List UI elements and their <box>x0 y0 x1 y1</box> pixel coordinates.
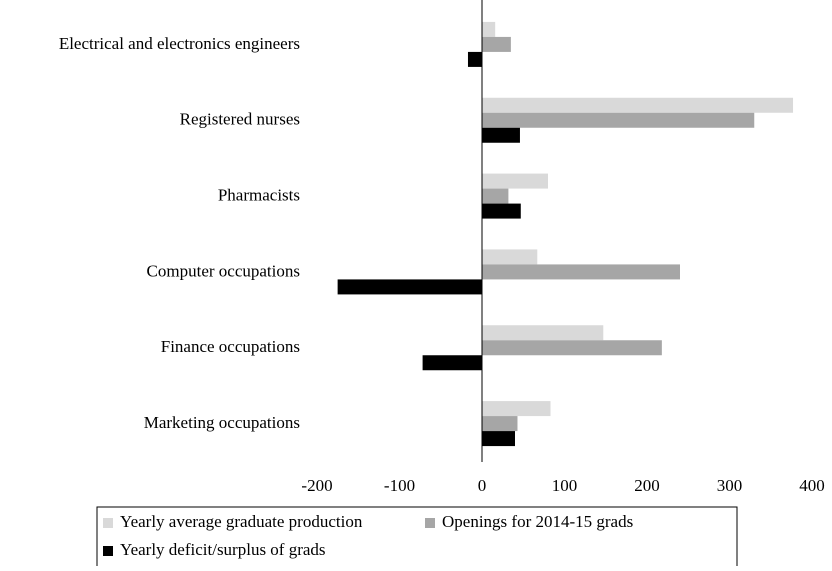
x-tick-label: 200 <box>634 476 660 495</box>
legend-swatch <box>425 518 435 528</box>
legend-label: Yearly deficit/surplus of grads <box>120 540 326 559</box>
bar <box>482 325 604 341</box>
bar <box>482 21 496 37</box>
y-tick-label: Pharmacists <box>218 185 300 204</box>
y-tick-label: Electrical and electronics engineers <box>59 34 300 53</box>
legend-label: Openings for 2014-15 grads <box>442 512 633 531</box>
bar <box>482 340 662 356</box>
bar <box>482 188 509 204</box>
bar <box>482 127 520 143</box>
bar <box>482 401 551 417</box>
x-tick-label: 100 <box>552 476 578 495</box>
legend-swatch <box>103 546 113 556</box>
x-tick-label: 400 <box>799 476 825 495</box>
bar <box>482 112 755 128</box>
legend <box>96 506 738 566</box>
x-tick-label: 300 <box>717 476 743 495</box>
bar <box>422 355 482 371</box>
bar <box>482 36 511 52</box>
y-tick-label: Finance occupations <box>161 337 300 356</box>
y-tick-label: Marketing occupations <box>144 413 300 432</box>
bar <box>467 51 482 67</box>
bar <box>482 416 518 432</box>
x-tick-label: -200 <box>301 476 332 495</box>
y-tick-label: Registered nurses <box>180 110 300 129</box>
legend-swatch <box>103 518 113 528</box>
bar <box>337 279 482 295</box>
x-tick-label: -100 <box>384 476 415 495</box>
x-tick-label: 0 <box>478 476 487 495</box>
bar <box>482 431 515 447</box>
bar <box>482 264 680 280</box>
y-tick-label: Computer occupations <box>147 261 300 280</box>
bar <box>482 97 794 113</box>
bar <box>482 203 521 219</box>
legend-label: Yearly average graduate production <box>120 512 363 531</box>
bar <box>482 173 548 189</box>
bar <box>482 249 538 265</box>
legend-box <box>96 506 738 566</box>
